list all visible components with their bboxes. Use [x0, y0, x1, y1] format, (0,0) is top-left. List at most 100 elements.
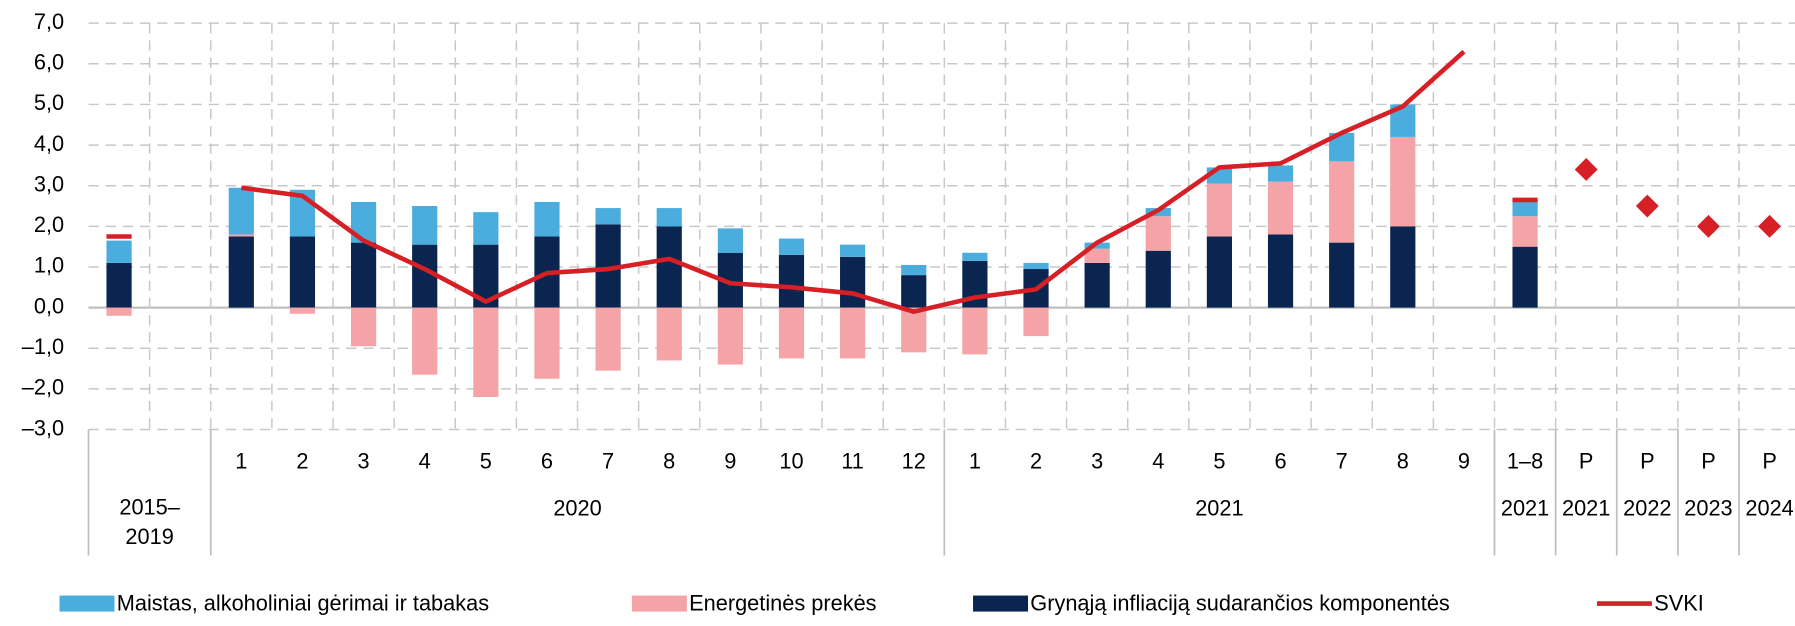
bar	[901, 275, 927, 308]
x-tick-label: 2	[296, 449, 308, 474]
bar	[1329, 242, 1355, 308]
bar	[1267, 165, 1294, 182]
bar	[778, 254, 805, 308]
bar	[1023, 307, 1049, 337]
bar	[840, 256, 866, 308]
bar	[656, 226, 682, 308]
x-tick-label: 7	[602, 449, 614, 474]
bar	[1512, 199, 1538, 217]
y-tick-label: –1,0	[22, 334, 64, 359]
bar	[228, 236, 254, 308]
x-tick-label: 4	[419, 449, 431, 474]
bar	[1145, 216, 1171, 251]
legend-label: SVKI	[1654, 590, 1704, 615]
bar	[350, 242, 377, 308]
y-tick-label: 4,0	[34, 131, 64, 156]
x-tick-label: 8	[663, 449, 675, 474]
bar	[289, 307, 316, 314]
x-tick-label: 9	[724, 449, 736, 474]
legend-label: Maistas, alkoholiniai gėrimai ir tabakas	[117, 590, 489, 615]
bar	[962, 307, 988, 355]
legend-label: Energetinės prekės	[689, 590, 877, 615]
bar	[350, 307, 377, 347]
bar	[840, 307, 866, 359]
x-tick-label: 4	[1152, 449, 1164, 474]
x-tick-label: 2	[1030, 449, 1042, 474]
group-label: 2021	[1501, 495, 1549, 520]
bar	[1084, 242, 1110, 249]
x-tick-label: P	[1579, 449, 1594, 474]
y-tick-label: –2,0	[22, 375, 64, 400]
bar	[1145, 250, 1171, 308]
bar	[1084, 262, 1110, 308]
bar	[106, 262, 132, 308]
bar	[778, 238, 805, 255]
bar	[901, 307, 927, 353]
bar	[901, 264, 927, 276]
bar	[595, 208, 621, 225]
bar	[1512, 216, 1538, 247]
legend-swatch	[973, 595, 1029, 612]
x-tick-label: 5	[480, 449, 492, 474]
x-tick-label: 1	[235, 449, 247, 474]
x-tick-label: 6	[541, 449, 553, 474]
bar	[1512, 246, 1538, 308]
bar	[106, 307, 132, 316]
x-tick-label: 7	[1336, 449, 1348, 474]
bar	[473, 307, 499, 398]
x-tick-label: 10	[779, 449, 803, 474]
forecast-marker	[1758, 214, 1782, 238]
x-tick-label: 3	[1091, 449, 1103, 474]
y-tick-label: 5,0	[34, 90, 64, 115]
y-tick-label: 0,0	[34, 293, 64, 318]
bar	[412, 206, 438, 245]
x-tick-label: P	[1762, 449, 1777, 474]
y-tick-label: 7,0	[34, 9, 64, 34]
x-tick-label: 1–8	[1507, 449, 1543, 474]
bar	[534, 201, 560, 237]
x-tick-label: 3	[358, 449, 370, 474]
x-tick-label: 8	[1397, 449, 1409, 474]
bar	[1084, 248, 1110, 263]
x-tick-label: 9	[1458, 449, 1470, 474]
bar	[1206, 236, 1233, 308]
bar	[1206, 183, 1233, 237]
x-tick-label: 12	[902, 449, 926, 474]
forecast-marker	[1635, 194, 1659, 218]
group-label: 2021	[1195, 495, 1243, 520]
bar	[778, 307, 805, 359]
group-label: 2022	[1623, 495, 1671, 520]
y-tick-label: 1,0	[34, 253, 64, 278]
bar	[717, 228, 743, 253]
group-label: 2015–2019	[119, 495, 180, 550]
group-label: 2024	[1745, 495, 1793, 520]
y-tick-label: 6,0	[34, 50, 64, 75]
bar	[962, 252, 988, 261]
bar	[473, 212, 499, 245]
bar	[656, 307, 682, 361]
legend-label: Grynąją infliaciją sudarančios komponent…	[1030, 590, 1450, 615]
bar	[106, 240, 132, 263]
bar	[534, 307, 560, 379]
legend-swatch	[59, 595, 115, 612]
forecast-marker	[1697, 214, 1720, 238]
bar	[412, 244, 438, 308]
x-tick-label: P	[1701, 449, 1716, 474]
legend-swatch	[631, 595, 687, 612]
bar	[228, 234, 254, 237]
bar	[840, 244, 866, 257]
group-label: 2020	[553, 495, 601, 520]
bar	[1390, 136, 1416, 227]
y-tick-label: 2,0	[34, 212, 64, 237]
bar	[1390, 226, 1416, 308]
line	[241, 49, 1466, 314]
bar	[1329, 161, 1355, 243]
group-label: 2021	[1562, 495, 1610, 520]
y-tick-label: 3,0	[34, 171, 64, 196]
y-tick-label: –3,0	[22, 415, 64, 440]
bar	[228, 187, 254, 235]
bar	[1267, 234, 1294, 308]
bar	[717, 307, 743, 365]
